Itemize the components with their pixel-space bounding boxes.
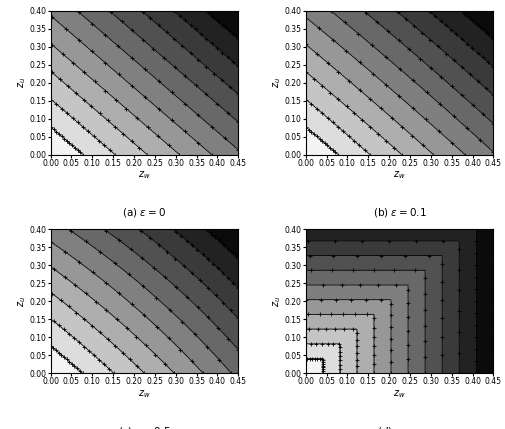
Point xyxy=(301,151,309,158)
Point xyxy=(46,370,55,377)
Point xyxy=(46,370,55,377)
X-axis label: $z_w$: $z_w$ xyxy=(392,169,405,181)
Point xyxy=(46,151,55,158)
Point xyxy=(46,151,55,158)
Point xyxy=(46,151,55,158)
Point xyxy=(301,151,309,158)
Point xyxy=(301,151,309,158)
X-axis label: $z_w$: $z_w$ xyxy=(138,169,150,181)
Point xyxy=(46,151,55,158)
Point xyxy=(46,370,55,377)
Point xyxy=(301,370,309,377)
Point xyxy=(46,151,55,158)
Y-axis label: $z_u$: $z_u$ xyxy=(16,296,28,307)
Point xyxy=(46,151,55,158)
Point xyxy=(46,370,55,377)
Point xyxy=(46,151,55,158)
Point xyxy=(46,370,55,377)
Text: (a) $\epsilon = 0$: (a) $\epsilon = 0$ xyxy=(122,206,166,219)
Point xyxy=(301,370,309,377)
Text: (b) $\epsilon = 0.1$: (b) $\epsilon = 0.1$ xyxy=(372,206,426,219)
Text: (d) $\epsilon = \infty$: (d) $\epsilon = \infty$ xyxy=(376,425,422,429)
Point xyxy=(301,151,309,158)
Point xyxy=(46,151,55,158)
Point xyxy=(301,151,309,158)
Point xyxy=(301,151,309,158)
Point xyxy=(301,370,309,377)
Point xyxy=(301,370,309,377)
Point xyxy=(301,370,309,377)
Point xyxy=(301,370,309,377)
Point xyxy=(46,151,55,158)
Point xyxy=(46,370,55,377)
Point xyxy=(301,370,309,377)
Point xyxy=(301,151,309,158)
Y-axis label: $z_u$: $z_u$ xyxy=(271,77,283,88)
Text: (c) $\epsilon = 0.5$: (c) $\epsilon = 0.5$ xyxy=(118,425,171,429)
Point xyxy=(301,151,309,158)
Point xyxy=(301,370,309,377)
Point xyxy=(46,151,55,158)
X-axis label: $z_w$: $z_w$ xyxy=(392,388,405,399)
Point xyxy=(46,151,55,158)
Point xyxy=(301,370,309,377)
Point xyxy=(46,370,55,377)
Point xyxy=(301,370,309,377)
X-axis label: $z_w$: $z_w$ xyxy=(138,388,150,399)
Point xyxy=(46,151,55,158)
Point xyxy=(46,370,55,377)
Point xyxy=(301,370,309,377)
Point xyxy=(301,151,309,158)
Point xyxy=(301,151,309,158)
Point xyxy=(301,151,309,158)
Point xyxy=(301,151,309,158)
Y-axis label: $z_u$: $z_u$ xyxy=(16,77,28,88)
Point xyxy=(46,370,55,377)
Point xyxy=(301,370,309,377)
Point xyxy=(46,370,55,377)
Point xyxy=(46,370,55,377)
Point xyxy=(46,370,55,377)
Y-axis label: $z_u$: $z_u$ xyxy=(271,296,283,307)
